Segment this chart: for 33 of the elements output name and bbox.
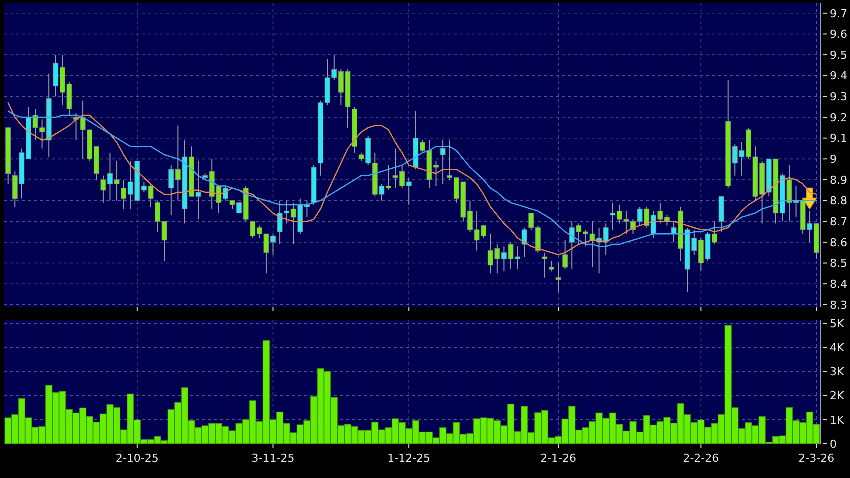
x-tick-label: 2-2-26	[683, 452, 720, 465]
x-tick-label: 2-1-26	[540, 452, 577, 465]
y-tick-label: 8.9	[830, 174, 848, 187]
y-tick-label: 4K	[830, 342, 845, 355]
y-tick-label: 9.5	[830, 48, 848, 62]
x-tick-label: 1-12-25	[388, 452, 431, 465]
y-tick-label: 8.4	[830, 278, 848, 291]
x-tick-label: 3-11-25	[252, 452, 295, 465]
candlestick	[556, 262, 562, 293]
candlestick	[542, 252, 548, 278]
y-tick-label: 8.5	[830, 257, 848, 270]
y-tick-label: 1K	[830, 414, 845, 427]
y-tick-label: 9	[830, 153, 837, 166]
y-tick-label: 9.6	[830, 28, 848, 42]
y-tick-label: 9.4	[830, 70, 848, 83]
y-tick-label: 9.2	[830, 111, 848, 124]
candlestick	[549, 260, 554, 272]
y-tick-label: 8.6	[830, 236, 848, 250]
y-tick-label: 8.7	[830, 215, 848, 228]
y-tick-label: 2K	[830, 390, 845, 403]
y-tick-label: 3K	[830, 366, 845, 379]
x-tick-label: 2-3-26	[798, 452, 835, 465]
y-tick-label: 5K	[830, 317, 845, 330]
candlestick	[562, 240, 568, 270]
y-tick-label: 9.7	[830, 7, 848, 20]
x-tick-label: 2-10-25	[116, 452, 159, 465]
y-tick-label: 0	[830, 438, 837, 451]
y-tick-label: 9.3	[830, 90, 848, 104]
candlestick	[440, 140, 446, 185]
y-tick-label: 9.1	[830, 132, 848, 146]
candlestick	[522, 227, 528, 258]
y-tick-label: 8.3	[830, 298, 848, 312]
y-tick-label: 8.8	[830, 194, 848, 208]
